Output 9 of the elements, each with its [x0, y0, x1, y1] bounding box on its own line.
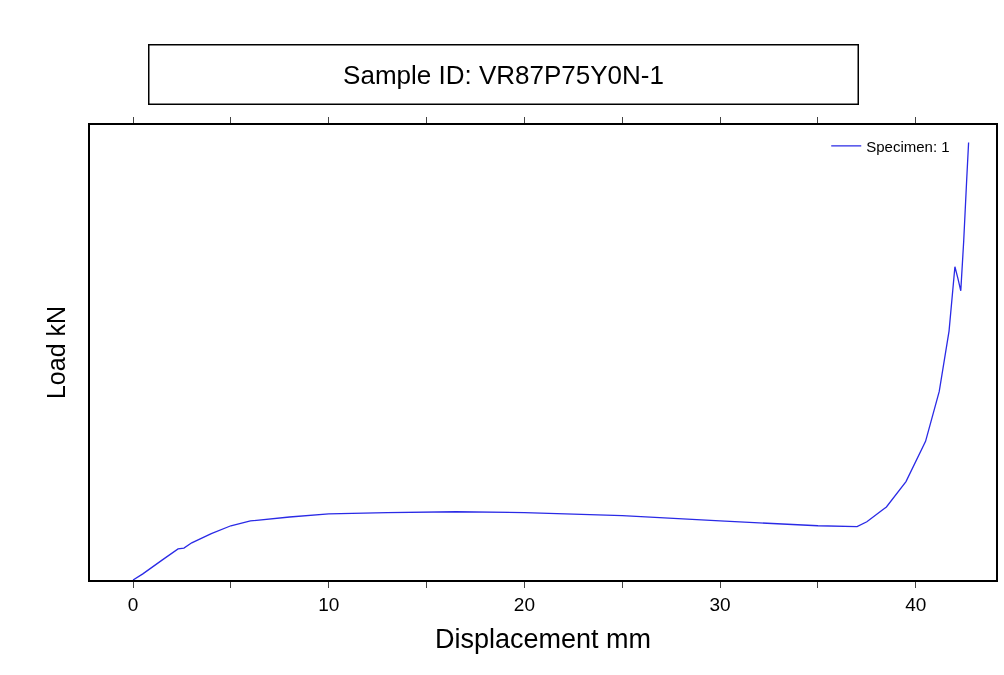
x-tick-label: 30: [709, 593, 731, 615]
x-tick-label: 10: [318, 593, 340, 615]
legend-label: Specimen: 1: [866, 137, 950, 155]
x-tick-label: 20: [513, 593, 535, 615]
x-axis-title: Displacement mm: [434, 623, 652, 654]
x-tick-label: 40: [905, 593, 927, 615]
x-tick-label: 0: [127, 593, 139, 615]
chart-title: Sample ID: VR87P75Y0N-1: [343, 59, 664, 90]
y-axis-title: Load kN: [42, 305, 71, 400]
